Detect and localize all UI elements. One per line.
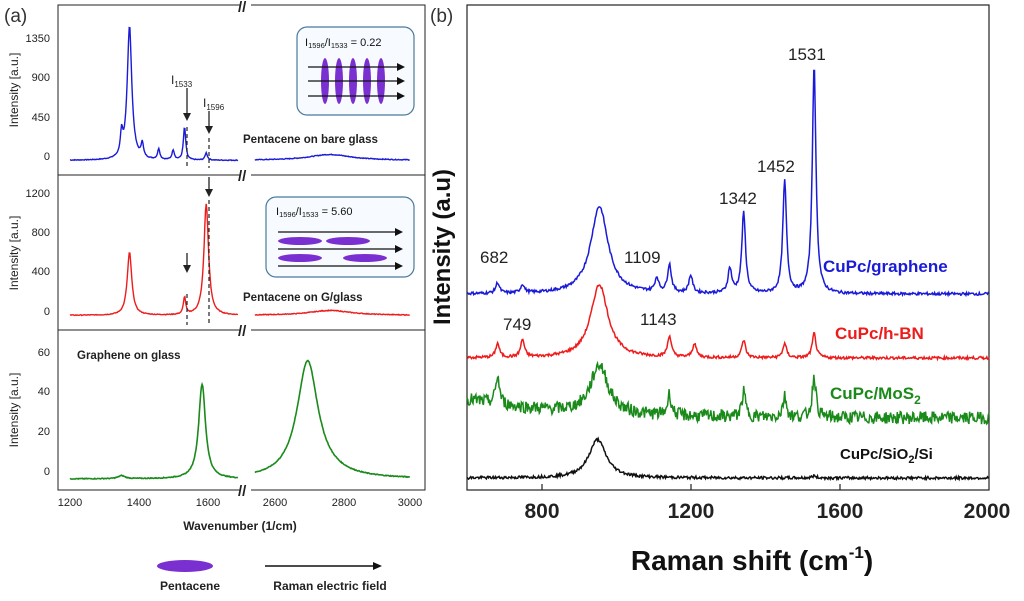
trace-graphene-glass bbox=[69, 359, 411, 480]
arrow-i1596 bbox=[205, 111, 213, 134]
trace-pentacene-g-glass bbox=[69, 203, 410, 317]
a2-title: Pentacene on G/glass bbox=[243, 292, 363, 304]
axis-break-mid1: // bbox=[238, 168, 247, 185]
a2-ytick-1: 400 bbox=[32, 266, 50, 278]
a1-title: Pentacene on bare glass bbox=[243, 134, 378, 146]
a2-ytick-2: 800 bbox=[32, 227, 50, 239]
a3-ytick-1: 20 bbox=[38, 426, 50, 438]
pentacene-molecule bbox=[326, 237, 370, 245]
legend-field-label: Raman electric field bbox=[273, 579, 386, 593]
peak-label-749: 749 bbox=[503, 315, 531, 334]
axis-break-gap-bottom bbox=[241, 483, 251, 497]
b-ylabel: Intensity (a.u) bbox=[429, 169, 456, 325]
trace-cupc-mos2 bbox=[466, 360, 990, 426]
label-i1533: I1533 bbox=[171, 73, 193, 89]
a-xtick-5: 3000 bbox=[398, 497, 422, 509]
inset-ratio-g-glass: I1596/I1533 = 5.60 bbox=[265, 196, 415, 278]
arrow-1596-mid bbox=[205, 177, 213, 197]
b-xticks-marks bbox=[541, 484, 841, 490]
trace-cupc-hbn bbox=[466, 284, 990, 362]
axis-break-top: // bbox=[238, 0, 247, 16]
panel-a: (a) // // // // Intensity [a.u.] Intensi… bbox=[4, 0, 426, 593]
peak-label-1342: 1342 bbox=[719, 189, 757, 208]
field-arrow bbox=[308, 63, 405, 71]
a3-ytick-0: 0 bbox=[44, 466, 50, 478]
axis-break-gap-2 bbox=[241, 323, 251, 337]
peak-label-1452: 1452 bbox=[757, 157, 795, 176]
a1-ytick-0: 0 bbox=[44, 151, 50, 163]
series-label-cupc-graphene: CuPc/graphene bbox=[823, 257, 948, 276]
axis-break-gap-1 bbox=[241, 168, 251, 182]
a-xtick-0: 1200 bbox=[58, 497, 82, 509]
a1-ylabel: Intensity [a.u.] bbox=[7, 53, 21, 128]
a3-ytick-3: 60 bbox=[38, 347, 50, 359]
field-arrow bbox=[308, 77, 405, 85]
a-xtick-3: 2600 bbox=[263, 497, 287, 509]
field-arrow bbox=[278, 228, 403, 236]
axis-break-bottom: // bbox=[238, 483, 247, 500]
legend-field-arrow bbox=[265, 562, 382, 570]
series-label-cupc-mos2: CuPc/MoS2 bbox=[830, 384, 921, 407]
trace-pentacene-bare-glass bbox=[69, 26, 410, 162]
a2-ytick-3: 1200 bbox=[26, 188, 50, 200]
a1-ytick-2: 900 bbox=[32, 72, 50, 84]
arrow-i1533 bbox=[183, 88, 191, 121]
peak-label-1109: 1109 bbox=[624, 248, 661, 267]
arrow-1533-mid bbox=[183, 253, 191, 273]
a2-ylabel: Intensity [a.u.] bbox=[7, 216, 21, 291]
label-i1596: I1596 bbox=[203, 96, 225, 112]
b-xtick-2: 1600 bbox=[817, 500, 864, 523]
a-xtick-1: 1400 bbox=[127, 497, 151, 509]
field-arrow bbox=[308, 92, 405, 100]
axis-break-gap-top bbox=[241, 0, 251, 14]
legend-pentacene-label: Pentacene bbox=[160, 579, 220, 593]
axis-break-mid2: // bbox=[238, 323, 247, 340]
b-xtick-3: 2000 bbox=[964, 500, 1011, 523]
a2-ytick-0: 0 bbox=[44, 306, 50, 318]
panel-b-frame bbox=[466, 4, 990, 491]
field-arrow bbox=[278, 262, 403, 270]
inset-ratio-bare-glass: I1596/I1533 = 0.22 bbox=[296, 26, 415, 116]
panel-b: (b) Intensity (a.u) 800 1200 1600 2000 R… bbox=[429, 4, 1011, 576]
panel-a-label: (a) bbox=[4, 6, 27, 27]
a-xlabel: Wavenumber (1/cm) bbox=[183, 519, 297, 533]
inset-1-ratio: I1596/I1533 = 0.22 bbox=[305, 37, 382, 50]
peak-label-1143: 1143 bbox=[640, 310, 677, 329]
inset-2-ratio: I1596/I1533 = 5.60 bbox=[276, 206, 353, 219]
a-xtick-2: 1600 bbox=[196, 497, 220, 509]
peak-label-682: 682 bbox=[480, 248, 508, 267]
pentacene-molecule bbox=[343, 254, 387, 262]
a1-ytick-3: 1350 bbox=[26, 33, 50, 45]
peak-label-1531: 1531 bbox=[788, 45, 826, 64]
trace-cupc-sio2 bbox=[466, 436, 990, 482]
a1-ytick-1: 450 bbox=[32, 112, 50, 124]
b-xtick-1: 1200 bbox=[668, 500, 715, 523]
a3-ylabel: Intensity [a.u.] bbox=[7, 373, 21, 448]
panel-b-label: (b) bbox=[430, 6, 453, 27]
pentacene-molecule bbox=[278, 237, 322, 245]
b-xtick-0: 800 bbox=[524, 500, 559, 523]
a3-title: Graphene on glass bbox=[77, 350, 181, 362]
trace-cupc-graphene bbox=[466, 69, 990, 298]
a-xtick-4: 2800 bbox=[332, 497, 356, 509]
field-arrow bbox=[278, 245, 403, 253]
a3-ytick-2: 40 bbox=[38, 386, 50, 398]
series-label-cupc-hbn: CuPc/h-BN bbox=[835, 324, 924, 343]
series-label-cupc-sio2: CuPc/SiO2/Si bbox=[840, 446, 933, 466]
b-xlabel: Raman shift (cm-1) bbox=[631, 543, 873, 576]
pentacene-molecule bbox=[278, 254, 322, 262]
legend-pentacene-swatch bbox=[157, 560, 213, 572]
